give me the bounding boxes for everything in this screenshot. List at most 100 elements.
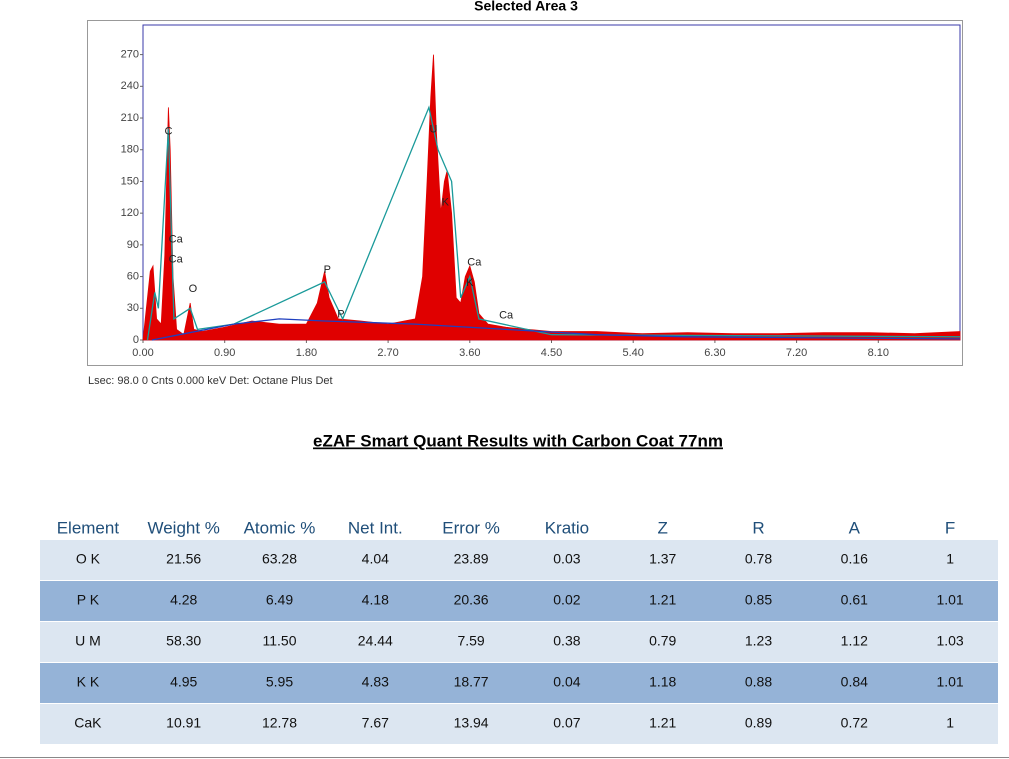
table-cell: 58.30 — [166, 633, 201, 649]
table-cell: 11.50 — [263, 633, 297, 649]
table-cell: 1 — [946, 551, 954, 567]
table-cell: 1.21 — [649, 592, 676, 608]
table-cell: 10.91 — [166, 715, 201, 731]
x-tick-label: 5.40 — [622, 347, 643, 359]
x-tick-label: 4.50 — [541, 347, 562, 359]
table-cell: 0.38 — [553, 633, 580, 649]
y-tick-label: 90 — [127, 239, 139, 251]
table-cell: 12.78 — [262, 715, 297, 731]
peak-label: C — [164, 126, 172, 138]
table-cell: 7.67 — [362, 715, 389, 731]
table-cell: 1.01 — [936, 674, 963, 690]
plot-area — [142, 24, 961, 341]
table-cell: 0.16 — [841, 551, 868, 567]
table-row — [40, 622, 998, 662]
spectrum-area — [142, 54, 961, 341]
y-tick-label: 0 — [133, 334, 139, 346]
spectrum-line — [151, 318, 961, 341]
table-cell: U M — [75, 633, 101, 649]
table-cell: 0.85 — [745, 592, 772, 608]
table-cell: 63.28 — [262, 551, 297, 567]
table-cell: 0.79 — [649, 633, 676, 649]
table-cell: 4.28 — [170, 592, 197, 608]
table-cell: 0.84 — [841, 674, 868, 690]
table-cell: 20.36 — [454, 592, 489, 608]
table-cell: 1.03 — [936, 633, 963, 649]
peak-label: Ca — [169, 254, 184, 266]
chart-footer: Lsec: 98.0 0 Cnts 0.000 keV Det: Octane … — [88, 375, 333, 387]
table-cell: 0.02 — [553, 592, 580, 608]
table-cell: 0.61 — [841, 592, 868, 608]
y-tick-label: 210 — [121, 112, 139, 124]
table-cell: 21.56 — [166, 551, 201, 567]
table-cell: 13.94 — [454, 715, 489, 731]
table-header: R — [752, 518, 764, 537]
chart-frame — [87, 20, 963, 366]
table-cell: 1.37 — [649, 551, 676, 567]
table-cell: 1.23 — [745, 633, 772, 649]
x-tick-label: 8.10 — [868, 347, 889, 359]
peak-label: P — [337, 309, 344, 321]
peak-label: K — [442, 196, 450, 208]
table-cell: 4.95 — [170, 674, 197, 690]
table-cell: 5.95 — [266, 674, 293, 690]
peak-label: Ca — [169, 233, 184, 245]
x-tick-label: 1.80 — [296, 347, 317, 359]
x-tick-label: 7.20 — [786, 347, 807, 359]
table-cell: 6.49 — [266, 592, 293, 608]
y-tick-label: 150 — [121, 175, 139, 187]
table-cell: K K — [77, 674, 100, 690]
table-cell: 7.59 — [457, 633, 484, 649]
y-tick-label: 60 — [127, 270, 139, 282]
table-header: Element — [57, 518, 120, 537]
table-cell: 0.88 — [745, 674, 772, 690]
chart-title: Selected Area 3 — [474, 0, 578, 14]
table-cell: 1.18 — [649, 674, 676, 690]
section-heading: eZAF Smart Quant Results with Carbon Coa… — [313, 431, 723, 450]
table-cell: 0.72 — [841, 715, 868, 731]
table-cell: 1.01 — [936, 592, 963, 608]
table-cell: 0.07 — [553, 715, 580, 731]
peak-label: Ca — [499, 310, 514, 322]
table-header: Atomic % — [244, 518, 316, 537]
x-tick-label: 3.60 — [459, 347, 480, 359]
table-cell: 4.83 — [362, 674, 389, 690]
y-tick-label: 270 — [121, 49, 139, 61]
x-tick-label: 2.70 — [377, 347, 398, 359]
peak-label: U — [430, 124, 438, 136]
peak-label: O — [189, 283, 198, 295]
table-row — [40, 581, 998, 621]
table-header: Weight % — [147, 518, 219, 537]
peak-label: Ca — [467, 257, 482, 269]
table-cell: 24.44 — [358, 633, 393, 649]
y-tick-label: 180 — [121, 144, 139, 156]
table-cell: 0.04 — [553, 674, 580, 690]
table-cell: O K — [76, 551, 101, 567]
x-tick-label: 0.90 — [214, 347, 235, 359]
table-cell: 1 — [946, 715, 954, 731]
table-cell: 4.18 — [362, 592, 389, 608]
table-cell: 1.21 — [649, 715, 676, 731]
x-tick-label: 6.30 — [704, 347, 725, 359]
table-cell: P K — [77, 592, 100, 608]
y-tick-label: 30 — [127, 302, 139, 314]
table-header: Z — [658, 518, 668, 537]
table-row — [40, 663, 998, 703]
table-cell: 4.04 — [362, 551, 389, 567]
peak-label: K — [466, 277, 474, 289]
table-header: A — [849, 518, 861, 537]
table-cell: CaK — [74, 715, 102, 731]
table-header: Net Int. — [348, 518, 403, 537]
spectrum-line — [146, 105, 961, 341]
table-row — [40, 704, 998, 744]
table-cell: 1.12 — [841, 633, 868, 649]
peak-label: P — [324, 264, 331, 276]
y-tick-label: 120 — [121, 207, 139, 219]
y-tick-label: 240 — [121, 80, 139, 92]
x-tick-label: 0.00 — [132, 347, 153, 359]
table-cell: 23.89 — [454, 551, 489, 567]
table-cell: 0.78 — [745, 551, 772, 567]
table-cell: 0.03 — [553, 551, 580, 567]
